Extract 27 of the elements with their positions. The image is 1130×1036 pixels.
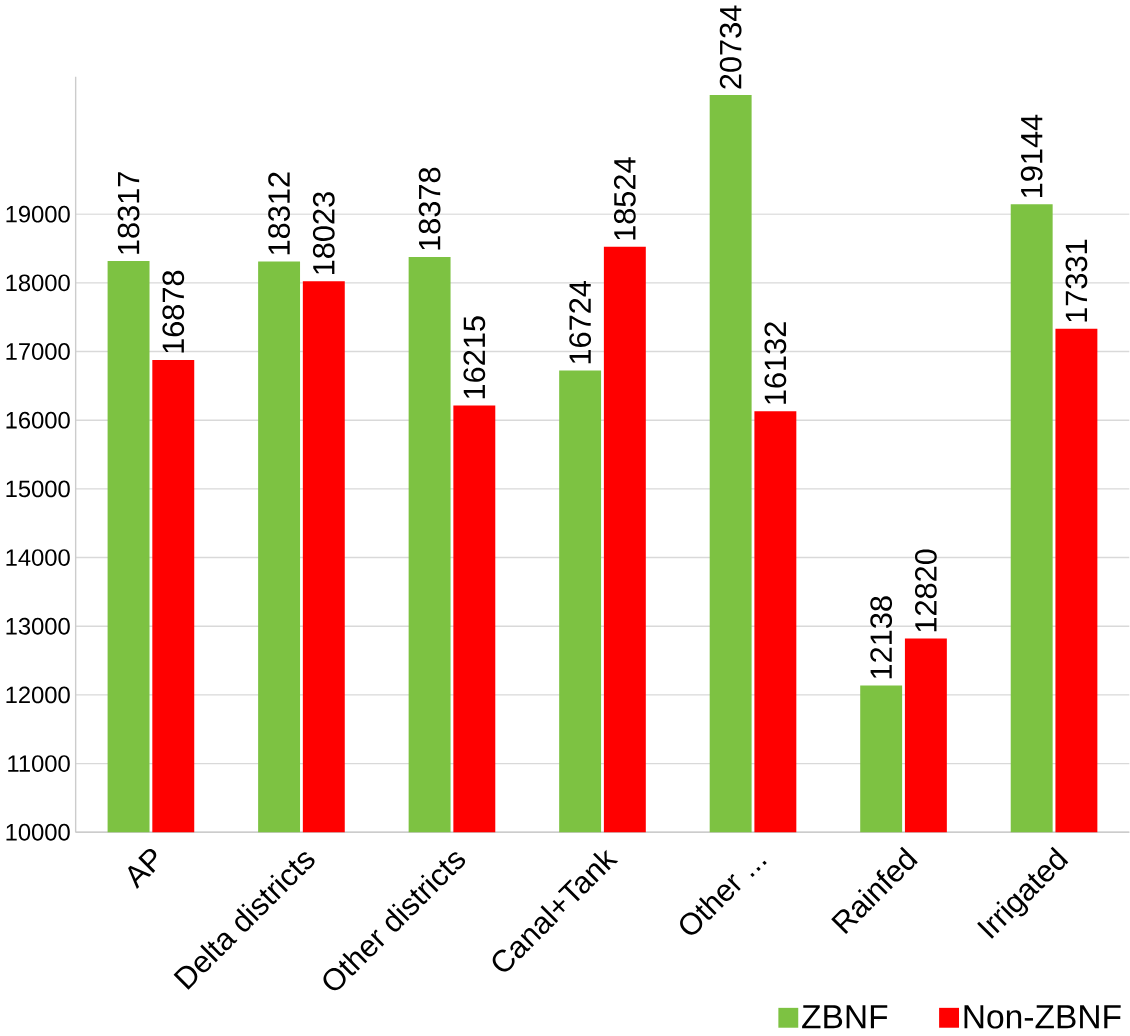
y-tick-label: 17000 <box>6 343 70 360</box>
y-tick-label: 14000 <box>6 549 70 566</box>
data-label: 16215 <box>463 316 486 399</box>
legend-label: Non-ZBNF <box>964 1005 1121 1029</box>
y-tick-label: 16000 <box>6 411 70 429</box>
data-label: 18023 <box>312 192 335 274</box>
data-label: 18524 <box>613 157 636 240</box>
y-tick-label: 19000 <box>6 205 70 223</box>
data-label: 20734 <box>719 5 742 89</box>
legend-label: ZBNF <box>802 1005 888 1029</box>
x-tick-label: AP <box>128 848 157 890</box>
data-label: 18378 <box>418 167 441 250</box>
y-tick-label: 10000 <box>6 823 70 841</box>
y-tick-label: 11000 <box>8 755 70 773</box>
data-label: 17331 <box>1065 239 1088 322</box>
data-label: 16878 <box>162 270 185 353</box>
y-tick-label: 13000 <box>6 617 70 635</box>
y-tick-label: 15000 <box>6 480 70 498</box>
data-label: 18317 <box>117 172 140 254</box>
data-label: 16724 <box>569 280 592 364</box>
y-tick-label: 12000 <box>6 686 70 704</box>
data-label: 16132 <box>764 322 787 404</box>
data-label: 19144 <box>1020 114 1043 198</box>
data-label: 12138 <box>870 596 893 679</box>
data-label: 12820 <box>914 549 937 632</box>
data-label: 18312 <box>268 172 290 255</box>
y-tick-label: 18000 <box>6 274 70 292</box>
